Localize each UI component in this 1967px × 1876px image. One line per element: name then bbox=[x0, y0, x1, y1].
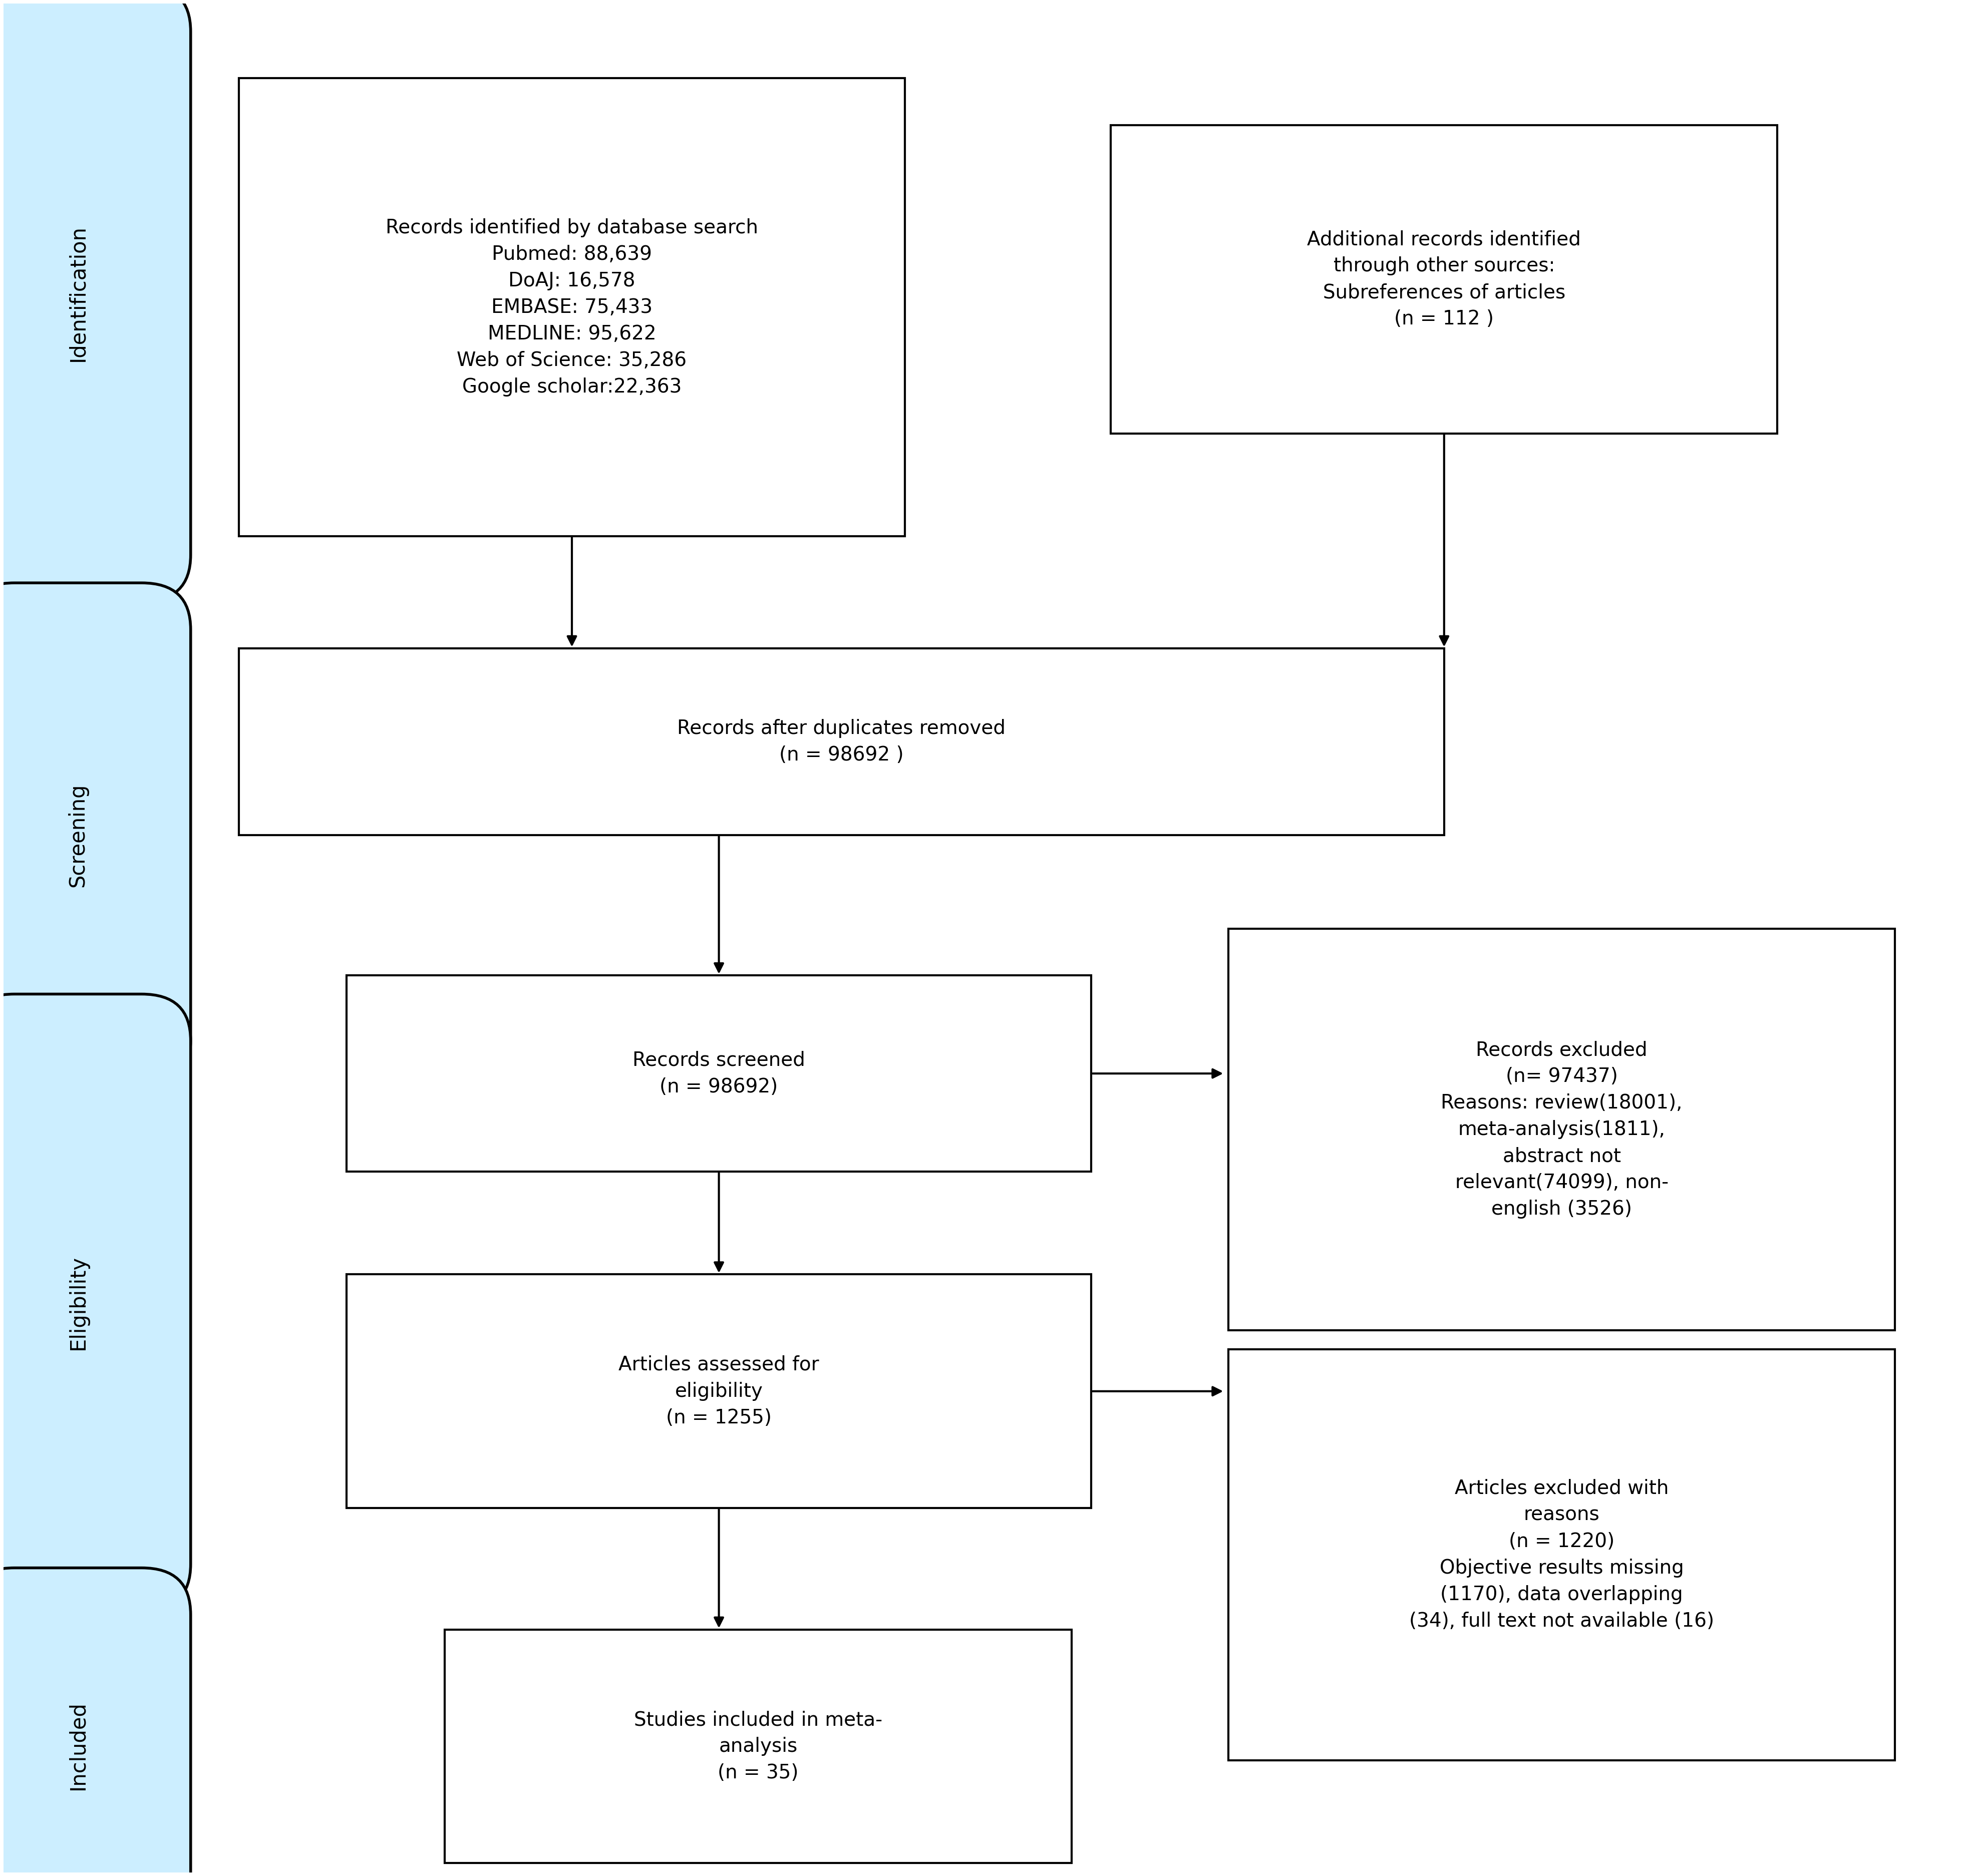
FancyBboxPatch shape bbox=[346, 976, 1092, 1172]
FancyBboxPatch shape bbox=[1229, 1349, 1894, 1760]
Text: Records identified by database search
Pubmed: 88,639
DoAJ: 16,578
EMBASE: 75,433: Records identified by database search Pu… bbox=[386, 218, 757, 396]
FancyBboxPatch shape bbox=[238, 649, 1444, 835]
FancyBboxPatch shape bbox=[0, 994, 191, 1611]
Text: Records after duplicates removed
(n = 98692 ): Records after duplicates removed (n = 98… bbox=[677, 719, 1005, 765]
Text: Eligibility: Eligibility bbox=[67, 1255, 89, 1351]
Text: Identification: Identification bbox=[67, 225, 89, 362]
Text: Studies included in meta-
analysis
(n = 35): Studies included in meta- analysis (n = … bbox=[633, 1711, 883, 1782]
FancyBboxPatch shape bbox=[238, 79, 905, 537]
Text: Included: Included bbox=[67, 1702, 89, 1790]
FancyBboxPatch shape bbox=[445, 1630, 1072, 1863]
FancyBboxPatch shape bbox=[0, 1568, 191, 1876]
FancyBboxPatch shape bbox=[0, 583, 191, 1088]
FancyBboxPatch shape bbox=[346, 1274, 1092, 1508]
Text: Screening: Screening bbox=[67, 784, 89, 887]
FancyBboxPatch shape bbox=[1229, 929, 1894, 1330]
Text: Articles assessed for
eligibility
(n = 1255): Articles assessed for eligibility (n = 1… bbox=[618, 1354, 818, 1428]
FancyBboxPatch shape bbox=[0, 0, 191, 602]
FancyBboxPatch shape bbox=[1111, 126, 1778, 433]
Text: Additional records identified
through other sources:
Subreferences of articles
(: Additional records identified through ot… bbox=[1308, 231, 1581, 328]
Text: Articles excluded with
reasons
(n = 1220)
Objective results missing
(1170), data: Articles excluded with reasons (n = 1220… bbox=[1408, 1478, 1713, 1630]
Text: Records excluded
(n= 97437)
Reasons: review(18001),
meta-analysis(1811),
abstrac: Records excluded (n= 97437) Reasons: rev… bbox=[1442, 1041, 1682, 1219]
Text: Records screened
(n = 98692): Records screened (n = 98692) bbox=[633, 1051, 805, 1096]
